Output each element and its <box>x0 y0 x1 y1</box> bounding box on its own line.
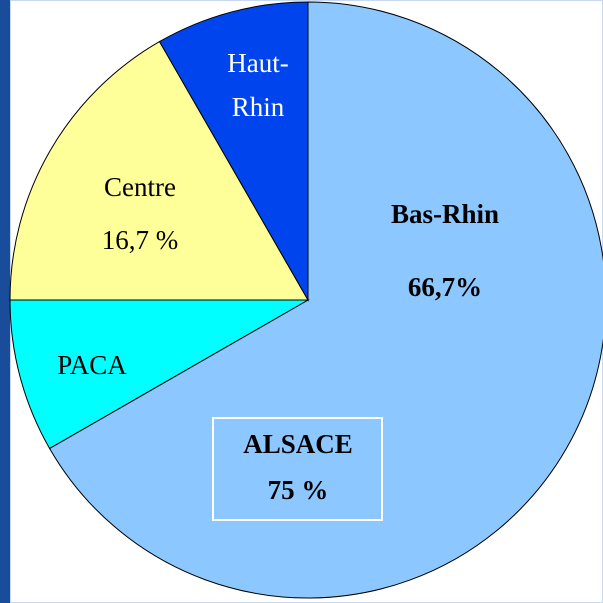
annotation: ALSACE <box>243 429 353 459</box>
annotation: 75 % <box>268 475 329 505</box>
category-label: Centre <box>104 172 176 202</box>
value-label: 66,7% <box>408 272 482 302</box>
annotation-box <box>212 417 383 521</box>
pie-slice <box>9 299 310 450</box>
value-label: 16,7 % <box>102 225 179 255</box>
category-label: PACA <box>57 350 127 380</box>
category-label: Haut-Rhin <box>227 48 288 122</box>
category-label: Bas-Rhin <box>391 199 499 229</box>
pie-slice <box>48 1 603 599</box>
pie-slice <box>9 40 309 301</box>
pie-slice <box>158 1 309 302</box>
